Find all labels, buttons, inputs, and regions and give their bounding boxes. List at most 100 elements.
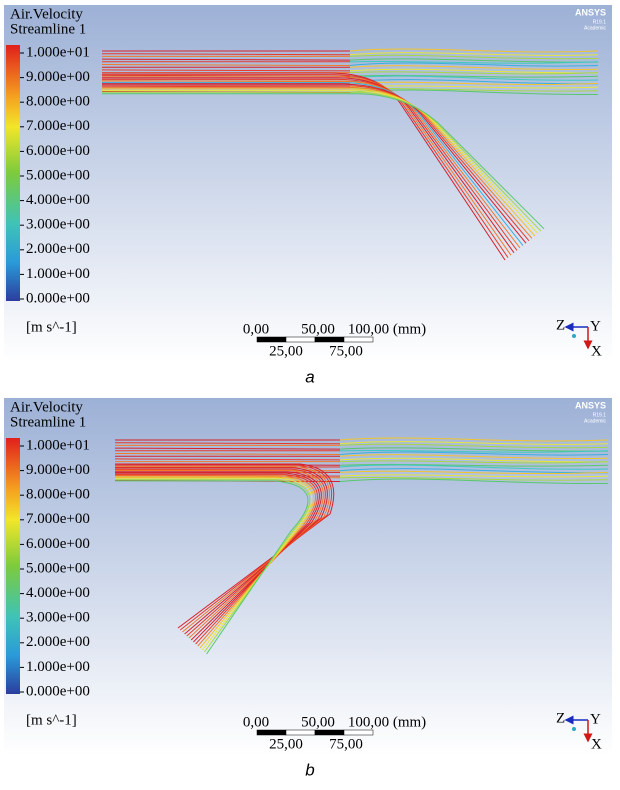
- legend-subtitle: Streamline 1: [10, 21, 86, 37]
- scale-segment: [285, 729, 316, 736]
- streamline: [101, 53, 351, 56]
- streamline: [339, 441, 609, 445]
- streamlines: [101, 48, 599, 261]
- legend-title: Air.Velocity: [10, 6, 83, 22]
- edition: Academic: [584, 25, 606, 31]
- edition: Academic: [584, 418, 606, 424]
- streamline: [115, 477, 313, 651]
- legend-label: 5.000e+00: [26, 560, 90, 576]
- scale-segment: [256, 336, 287, 343]
- streamline: [349, 62, 599, 67]
- axis-y-label: Y: [590, 711, 601, 727]
- streamline: [102, 86, 533, 239]
- streamline: [102, 74, 509, 258]
- streamline: [339, 468, 609, 474]
- streamline: [115, 479, 311, 653]
- scale-segment: [314, 336, 345, 343]
- streamlines: [114, 437, 609, 655]
- streamline: [339, 474, 609, 478]
- streamline: [339, 470, 609, 475]
- streamline: [114, 447, 341, 450]
- legend-label: 3.000e+00: [26, 610, 90, 626]
- scale-label: 0,00: [243, 714, 269, 730]
- scale-label: 0,00: [243, 321, 269, 337]
- streamline: [114, 442, 341, 445]
- colorbar: [6, 45, 20, 301]
- legend-label: 9.000e+00: [26, 462, 90, 478]
- streamline: [115, 476, 315, 649]
- legend-label: 1.000e+01: [26, 44, 90, 60]
- scale-label: 25,00: [269, 343, 303, 359]
- streamline: [102, 88, 536, 237]
- streamline: [114, 458, 341, 461]
- unit: [m s^-1]: [26, 712, 77, 728]
- version: R19.1: [593, 412, 607, 418]
- scale-label: 50,00: [301, 714, 335, 730]
- scale-label: 25,00: [269, 736, 303, 752]
- legend-label: 8.000e+00: [26, 94, 90, 110]
- streamline: [339, 476, 609, 481]
- streamline: [349, 52, 599, 56]
- legend-label: 7.000e+00: [26, 118, 90, 134]
- legend-label: 4.000e+00: [26, 192, 90, 208]
- colorbar: [6, 438, 20, 694]
- streamline: [102, 91, 542, 232]
- scale-segment: [285, 336, 316, 343]
- streamline: [101, 69, 351, 72]
- streamline: [102, 90, 539, 234]
- legend-label: 0.000e+00: [26, 290, 90, 306]
- streamline: [349, 68, 599, 74]
- streamline: [115, 467, 328, 635]
- scale-label: 75,00: [329, 343, 363, 359]
- legend-label: 6.000e+00: [26, 536, 90, 552]
- streamline: [339, 443, 609, 449]
- brand: ANSYS: [575, 400, 606, 410]
- streamline: [102, 93, 545, 230]
- streamline: [115, 471, 322, 641]
- legend-label: 8.000e+00: [26, 487, 90, 503]
- axis-origin: [572, 334, 576, 338]
- unit: [m s^-1]: [26, 319, 77, 335]
- streamline: [339, 454, 609, 459]
- streamline: [339, 451, 609, 456]
- legend-label: 6.000e+00: [26, 143, 90, 159]
- streamline: [339, 463, 609, 467]
- legend-label: 1.000e+00: [26, 659, 90, 675]
- scale-segment: [343, 729, 374, 736]
- streamline: [349, 79, 599, 85]
- streamline: [349, 48, 599, 53]
- brand: ANSYS: [575, 7, 606, 17]
- axis-x-label: X: [591, 736, 602, 752]
- streamline: [349, 75, 599, 81]
- streamline: [102, 80, 521, 249]
- legend-label: 1.000e+00: [26, 266, 90, 282]
- streamline: [101, 64, 351, 66]
- streamline: [102, 77, 515, 254]
- streamline: [115, 464, 333, 631]
- streamline: [115, 475, 316, 647]
- legend-label: 1.000e+01: [26, 437, 90, 453]
- streamline: [339, 437, 609, 442]
- axis-z-label: Z: [556, 317, 565, 333]
- streamline: [349, 65, 599, 70]
- streamline: [339, 449, 609, 453]
- streamline: [102, 72, 506, 261]
- streamline: [115, 472, 320, 643]
- legend-label: 2.000e+00: [26, 634, 90, 650]
- legend-subtitle: Streamline 1: [10, 414, 86, 430]
- streamline: [339, 478, 609, 485]
- legend-label: 7.000e+00: [26, 511, 90, 527]
- streamline: [349, 74, 599, 78]
- streamline: [339, 460, 609, 464]
- streamline: [349, 60, 599, 64]
- axis-x-label: X: [591, 343, 602, 359]
- streamline: [114, 453, 341, 455]
- streamline: [102, 85, 530, 242]
- streamline: [339, 457, 609, 463]
- scale-label: 75,00: [329, 736, 363, 752]
- streamline: [102, 83, 527, 244]
- streamline: [115, 480, 309, 655]
- streamline: [339, 464, 609, 470]
- scale-label: 100,00 (mm): [348, 321, 426, 337]
